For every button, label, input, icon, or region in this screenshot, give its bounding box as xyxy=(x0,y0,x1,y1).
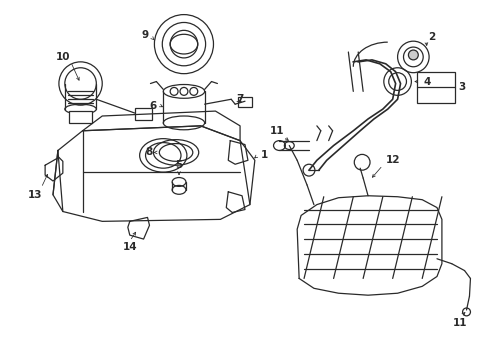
Text: 10: 10 xyxy=(56,52,70,62)
FancyBboxPatch shape xyxy=(135,108,152,120)
Text: 9: 9 xyxy=(141,30,148,40)
Text: 5: 5 xyxy=(175,160,183,170)
Text: 1: 1 xyxy=(261,150,268,161)
FancyBboxPatch shape xyxy=(416,72,454,103)
Text: 11: 11 xyxy=(270,126,284,136)
Text: 6: 6 xyxy=(149,101,157,111)
Text: 8: 8 xyxy=(144,148,152,157)
FancyBboxPatch shape xyxy=(238,97,251,107)
Text: 2: 2 xyxy=(427,32,435,42)
Text: 14: 14 xyxy=(122,242,137,252)
Text: 4: 4 xyxy=(423,77,430,86)
Text: 12: 12 xyxy=(385,155,399,165)
FancyBboxPatch shape xyxy=(69,111,92,123)
Text: 11: 11 xyxy=(451,318,466,328)
Text: 7: 7 xyxy=(236,94,243,104)
Text: 3: 3 xyxy=(458,82,465,93)
Circle shape xyxy=(407,50,417,60)
Text: 13: 13 xyxy=(28,190,42,200)
